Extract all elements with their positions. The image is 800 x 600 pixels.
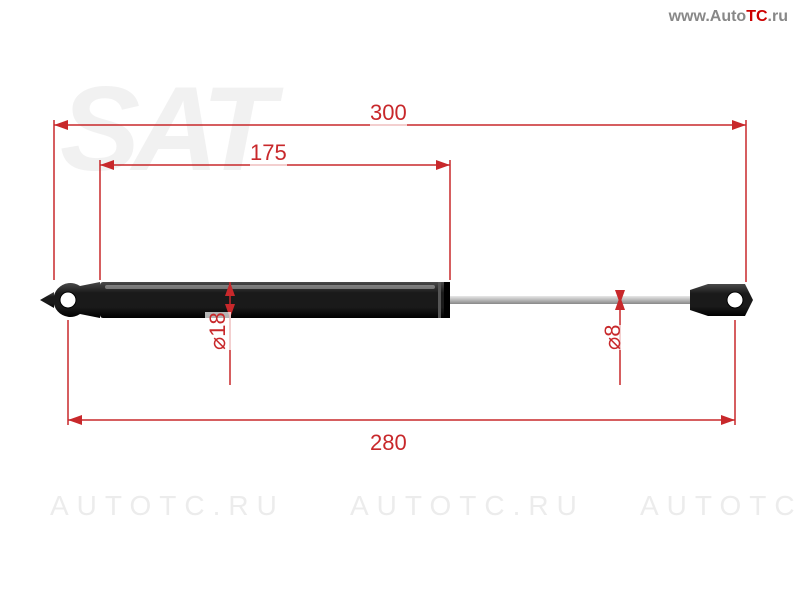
dim-label-mount-distance: 280 (370, 430, 407, 456)
dim-label-body-diameter: ⌀18 (205, 312, 231, 350)
dim-label-rod-diameter: ⌀8 (600, 325, 626, 350)
dim-label-body-length: 175 (250, 140, 287, 166)
gas-strut-diagram (0, 0, 800, 600)
dim-label-overall-length: 300 (370, 100, 407, 126)
